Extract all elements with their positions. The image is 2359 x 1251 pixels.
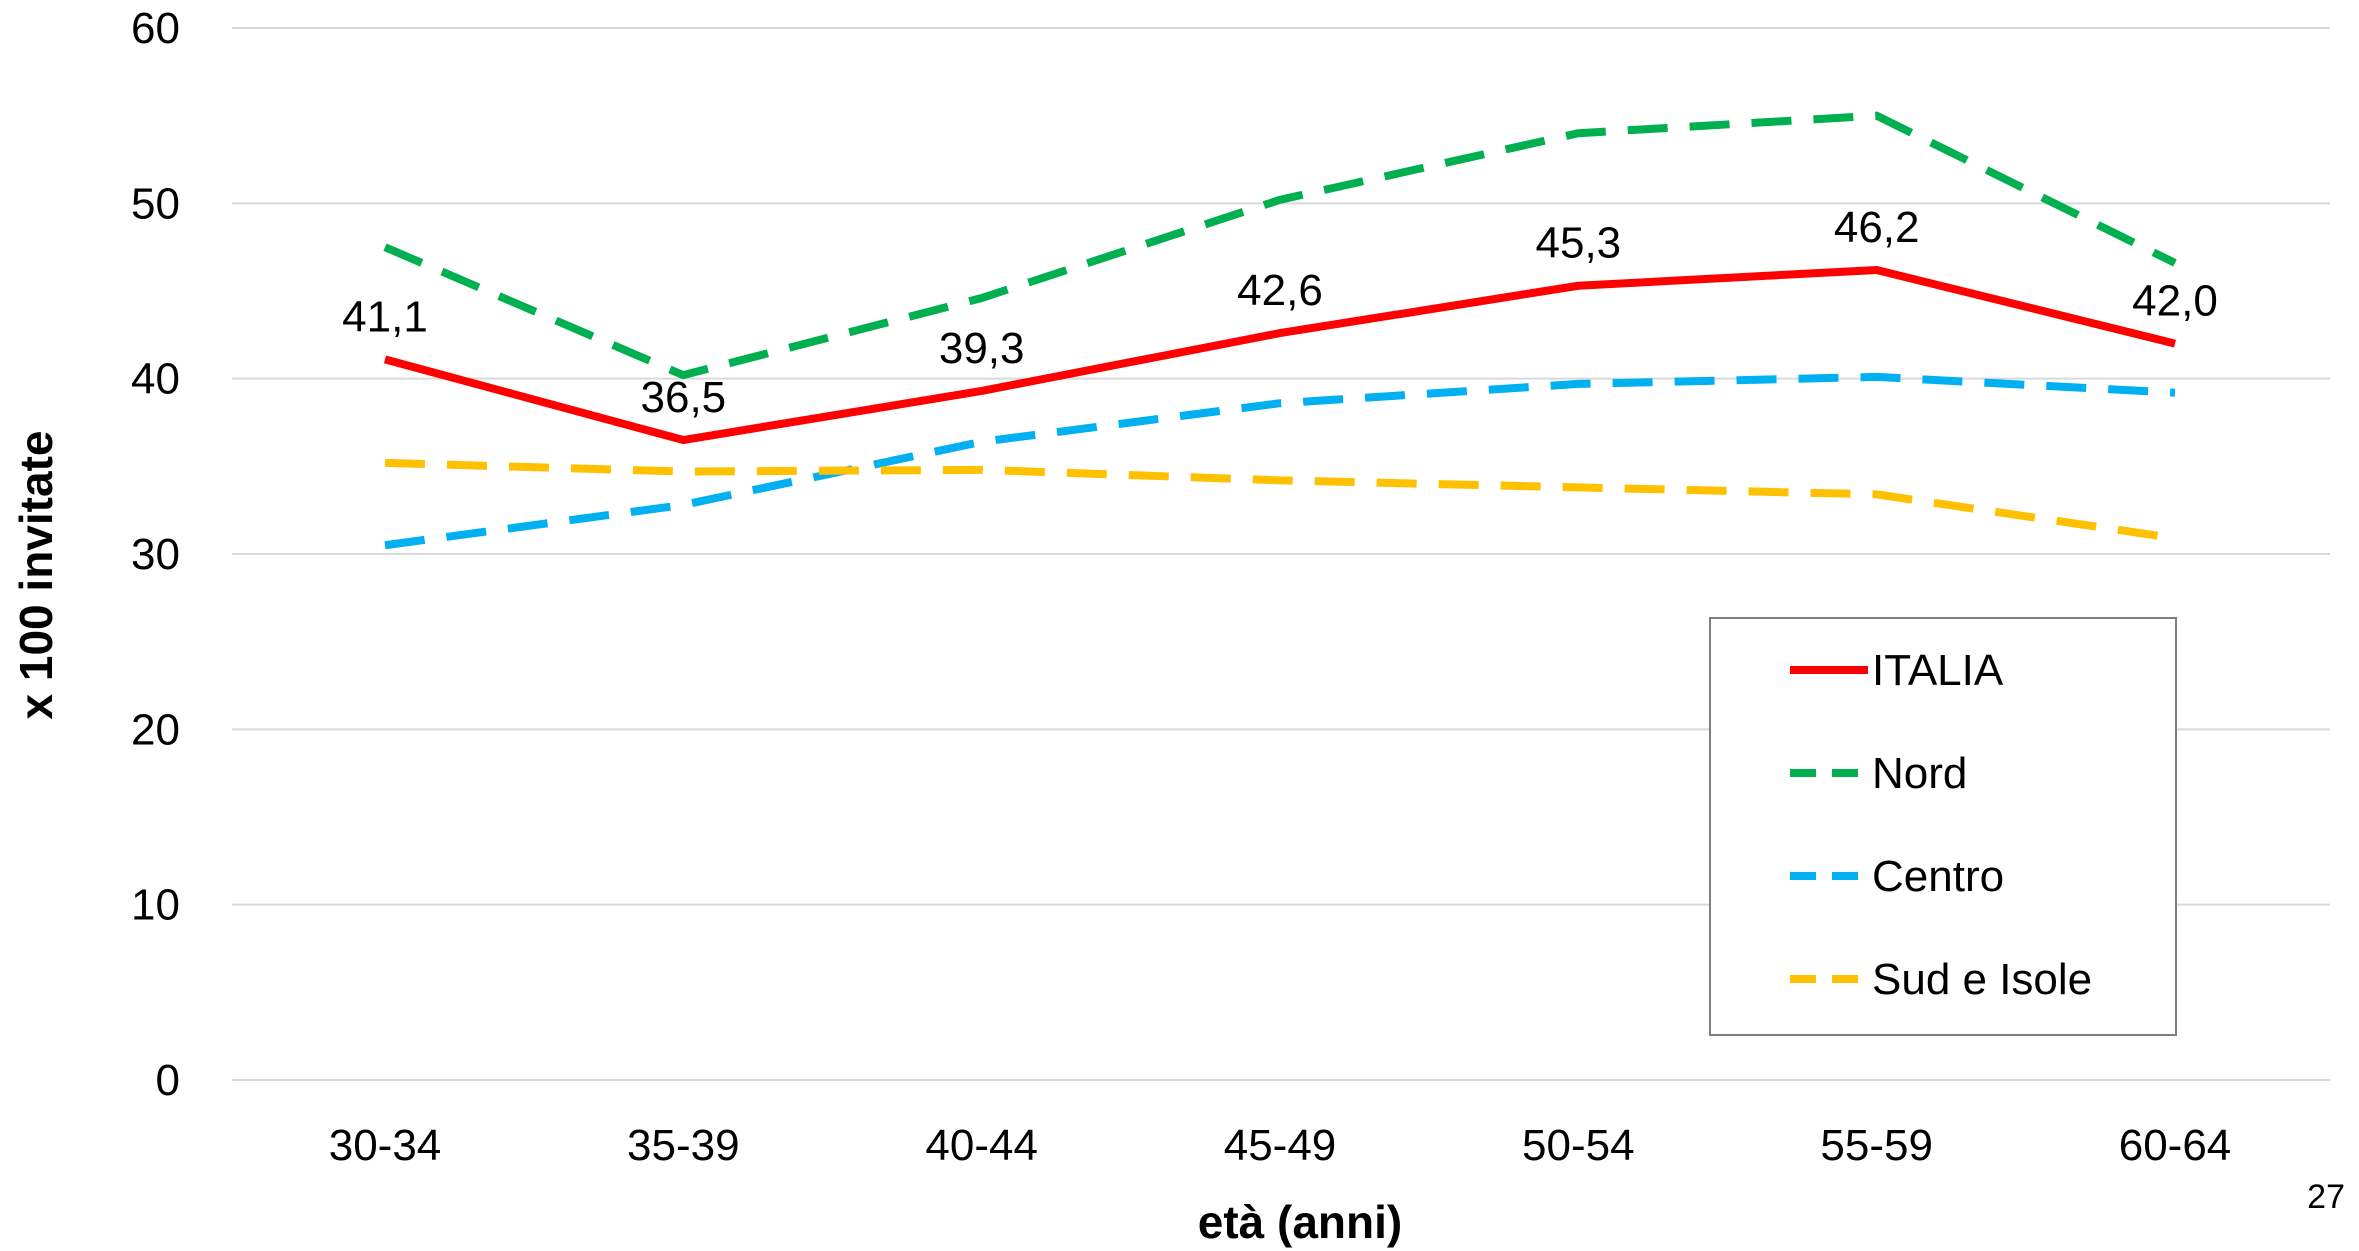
series-line-centro <box>384 372 2176 550</box>
data-label-italia-5: 46,2 <box>1834 203 1920 252</box>
x-tick-35-39: 35-39 <box>627 1121 740 1170</box>
legend-label-centro: Centro <box>1872 852 2004 901</box>
x-tick-55-59: 55-59 <box>1820 1121 1933 1170</box>
data-label-italia-3: 42,6 <box>1237 266 1323 315</box>
x-tick-60-64: 60-64 <box>2119 1121 2232 1170</box>
x-tick-30-34: 30-34 <box>329 1121 442 1170</box>
legend-label-sud-e-isole: Sud e Isole <box>1872 955 2092 1004</box>
y-tick-10: 10 <box>131 881 180 930</box>
data-label-italia-6: 42,0 <box>2132 277 2218 326</box>
y-axis-title: x 100 invitate <box>10 431 62 720</box>
x-axis-ticks: 30-34 35-39 40-44 45-49 50-54 55-59 60-64 <box>329 1121 2232 1170</box>
y-tick-50: 50 <box>131 179 180 228</box>
legend: ITALIA Nord Centro Sud e Isole <box>1709 617 2177 1036</box>
series-lines <box>383 111 2177 550</box>
y-axis-ticks: 0 10 20 30 40 50 60 <box>131 4 180 1105</box>
legend-label-italia: ITALIA <box>1872 646 2004 695</box>
x-tick-45-49: 45-49 <box>1224 1121 1337 1170</box>
y-tick-0: 0 <box>156 1056 180 1105</box>
series-line-sud-e-isole <box>384 458 2176 543</box>
x-tick-40-44: 40-44 <box>925 1121 1038 1170</box>
y-tick-60: 60 <box>131 4 180 53</box>
data-label-italia-1: 36,5 <box>641 373 727 422</box>
legend-label-nord: Nord <box>1872 749 1967 798</box>
y-tick-40: 40 <box>131 355 180 404</box>
y-tick-30: 30 <box>131 530 180 579</box>
data-label-italia-4: 45,3 <box>1536 219 1622 268</box>
data-label-italia-0: 41,1 <box>342 292 428 341</box>
data-labels: 41,1 36,5 39,3 42,6 45,3 46,2 42,0 <box>342 203 2218 422</box>
legend-box <box>1709 617 2177 1036</box>
y-tick-20: 20 <box>131 705 180 754</box>
series-line-italia <box>383 265 2176 445</box>
x-tick-50-54: 50-54 <box>1522 1121 1635 1170</box>
x-axis-title: età (anni) <box>1198 1196 1402 1248</box>
page-number: 27 <box>2307 1178 2345 1216</box>
data-label-italia-2: 39,3 <box>939 324 1025 373</box>
series-line-nord <box>383 111 2177 380</box>
